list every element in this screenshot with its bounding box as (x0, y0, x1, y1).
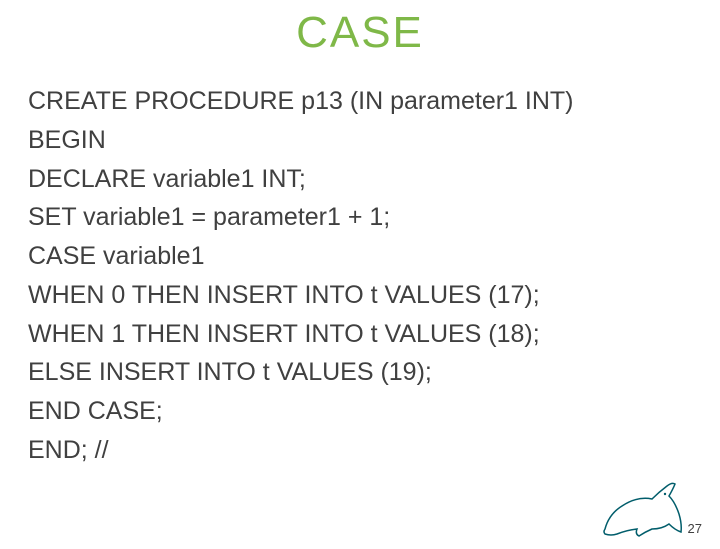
code-line: END CASE; (28, 392, 692, 431)
dolphin-logo-icon (597, 474, 692, 544)
code-line: END; // (28, 431, 692, 470)
code-line: WHEN 1 THEN INSERT INTO t VALUES (18); (28, 315, 692, 354)
code-line: SET variable1 = parameter1 + 1; (28, 198, 692, 237)
code-line: CREATE PROCEDURE p13 (IN parameter1 INT) (28, 82, 692, 121)
code-line: ELSE INSERT INTO t VALUES (19); (28, 353, 692, 392)
code-line: CASE variable1 (28, 237, 692, 276)
code-line: WHEN 0 THEN INSERT INTO t VALUES (17); (28, 276, 692, 315)
page-number: 27 (688, 521, 702, 536)
code-line: DECLARE variable1 INT; (28, 160, 692, 199)
code-line: BEGIN (28, 121, 692, 160)
slide-title: CASE (0, 8, 720, 58)
code-block: CREATE PROCEDURE p13 (IN parameter1 INT)… (0, 82, 720, 470)
